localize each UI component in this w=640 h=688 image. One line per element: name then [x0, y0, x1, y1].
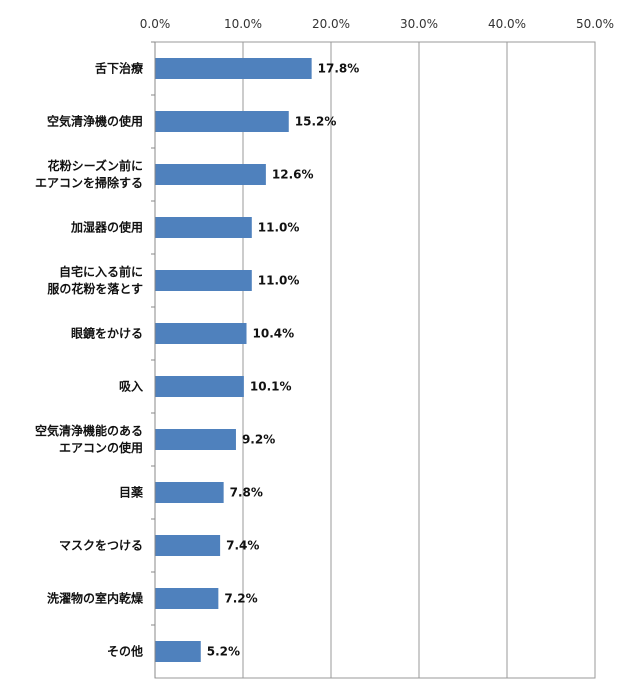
data-label: 11.0% — [258, 274, 300, 288]
bar — [155, 588, 219, 609]
data-label: 7.2% — [224, 592, 257, 606]
category-label: 眼鏡をかける — [71, 326, 143, 341]
data-label: 17.8% — [318, 62, 360, 76]
x-tick-label: 30.0% — [400, 17, 438, 31]
category-label: 洗濯物の室内乾燥 — [47, 591, 144, 606]
category-label: 加湿器の使用 — [70, 220, 143, 235]
x-tick-label: 0.0% — [140, 17, 171, 31]
bar — [155, 535, 221, 556]
bar — [155, 323, 247, 344]
gridlines — [242, 42, 508, 678]
bar — [155, 111, 289, 132]
data-label: 10.4% — [253, 327, 295, 341]
bar — [155, 376, 244, 397]
data-labels: 17.8% 15.2% 12.6% 11.0% 11.0% 10.4% 10.1% 9.2% 7… — [207, 62, 360, 659]
category-label: エアコンの使用 — [59, 440, 143, 455]
data-label: 7.4% — [226, 539, 259, 553]
data-label: 5.2% — [207, 645, 240, 659]
bars — [155, 58, 312, 662]
category-label: 自宅に入る前に — [59, 264, 143, 279]
bar — [155, 217, 252, 238]
category-label: 空気清浄機の使用 — [47, 114, 143, 129]
category-label: マスクをつける — [59, 539, 143, 553]
category-label: 服の花粉を落とす — [47, 281, 143, 296]
category-label: 舌下治療 — [95, 61, 143, 76]
bar — [155, 429, 236, 450]
bar — [155, 270, 252, 291]
category-labels: 舌下治療空気清浄機の使用花粉シーズン前にエアコンを掃除する加湿器の使用自宅に入る… — [35, 41, 155, 659]
x-tick-label: 40.0% — [488, 17, 526, 31]
x-axis-ticks: 0.0% 10.0% 20.0% 30.0% 40.0% 50.0% — [140, 17, 614, 31]
category-label: 花粉シーズン前に — [48, 158, 143, 173]
x-tick-label: 10.0% — [224, 17, 262, 31]
bar — [155, 164, 266, 185]
x-tick-label: 50.0% — [576, 17, 614, 31]
data-label: 9.2% — [242, 433, 275, 447]
category-label: 吸入 — [119, 380, 143, 394]
x-tick-label: 20.0% — [312, 17, 350, 31]
bar — [155, 641, 201, 662]
category-label: エアコンを掃除する — [35, 175, 143, 190]
data-label: 15.2% — [295, 115, 337, 129]
bar — [155, 58, 312, 79]
data-label: 10.1% — [250, 380, 292, 394]
data-label: 12.6% — [272, 168, 314, 182]
bar — [155, 482, 224, 503]
data-label: 7.8% — [230, 486, 263, 500]
category-label: その他 — [107, 644, 143, 659]
category-label: 目薬 — [119, 485, 143, 500]
data-label: 11.0% — [258, 221, 300, 235]
plot-frame — [154, 41, 596, 679]
category-label: 空気清浄機能のある — [35, 423, 143, 438]
